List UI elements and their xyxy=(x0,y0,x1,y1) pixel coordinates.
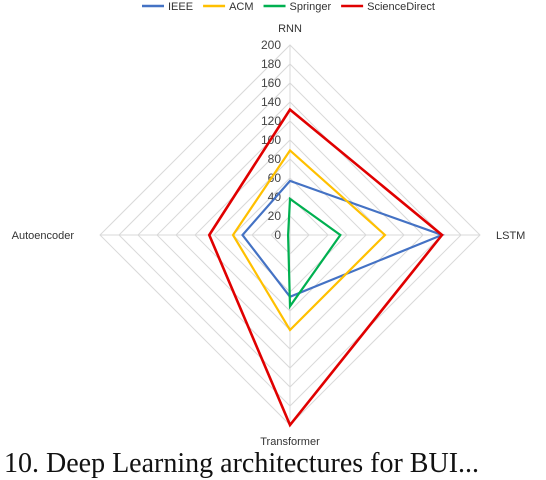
axis-label: Transformer xyxy=(260,436,320,448)
tick-label: 120 xyxy=(261,114,281,128)
series-line xyxy=(286,196,342,310)
tick-label: 140 xyxy=(261,95,281,109)
legend-label: ScienceDirect xyxy=(367,1,435,13)
axis-label: RNN xyxy=(278,23,302,35)
tick-label: 200 xyxy=(261,38,281,52)
legend-label: ACM xyxy=(229,1,253,13)
series-line xyxy=(231,148,387,332)
legend-label: Springer xyxy=(290,1,332,13)
legend-label: IEEE xyxy=(168,1,193,13)
axis-label: Autoencoder xyxy=(12,230,75,242)
series-polygons xyxy=(207,107,446,428)
tick-label: 80 xyxy=(268,152,282,166)
tick-label: 60 xyxy=(268,171,282,185)
figure-caption: 10. Deep Learning architectures for BUI.… xyxy=(4,448,480,479)
series-line xyxy=(207,107,444,428)
legend: IEEE ACM Springer ScienceDirect xyxy=(142,1,435,13)
tick-label: 0 xyxy=(274,228,281,242)
axis-label: LSTM xyxy=(496,230,525,242)
radar-grid xyxy=(99,44,481,426)
tick-label: 160 xyxy=(261,76,281,90)
tick-label: 180 xyxy=(261,57,281,71)
tick-label: 20 xyxy=(268,209,282,223)
axis-labels: RNN LSTM Transformer Autoencoder xyxy=(12,23,526,448)
